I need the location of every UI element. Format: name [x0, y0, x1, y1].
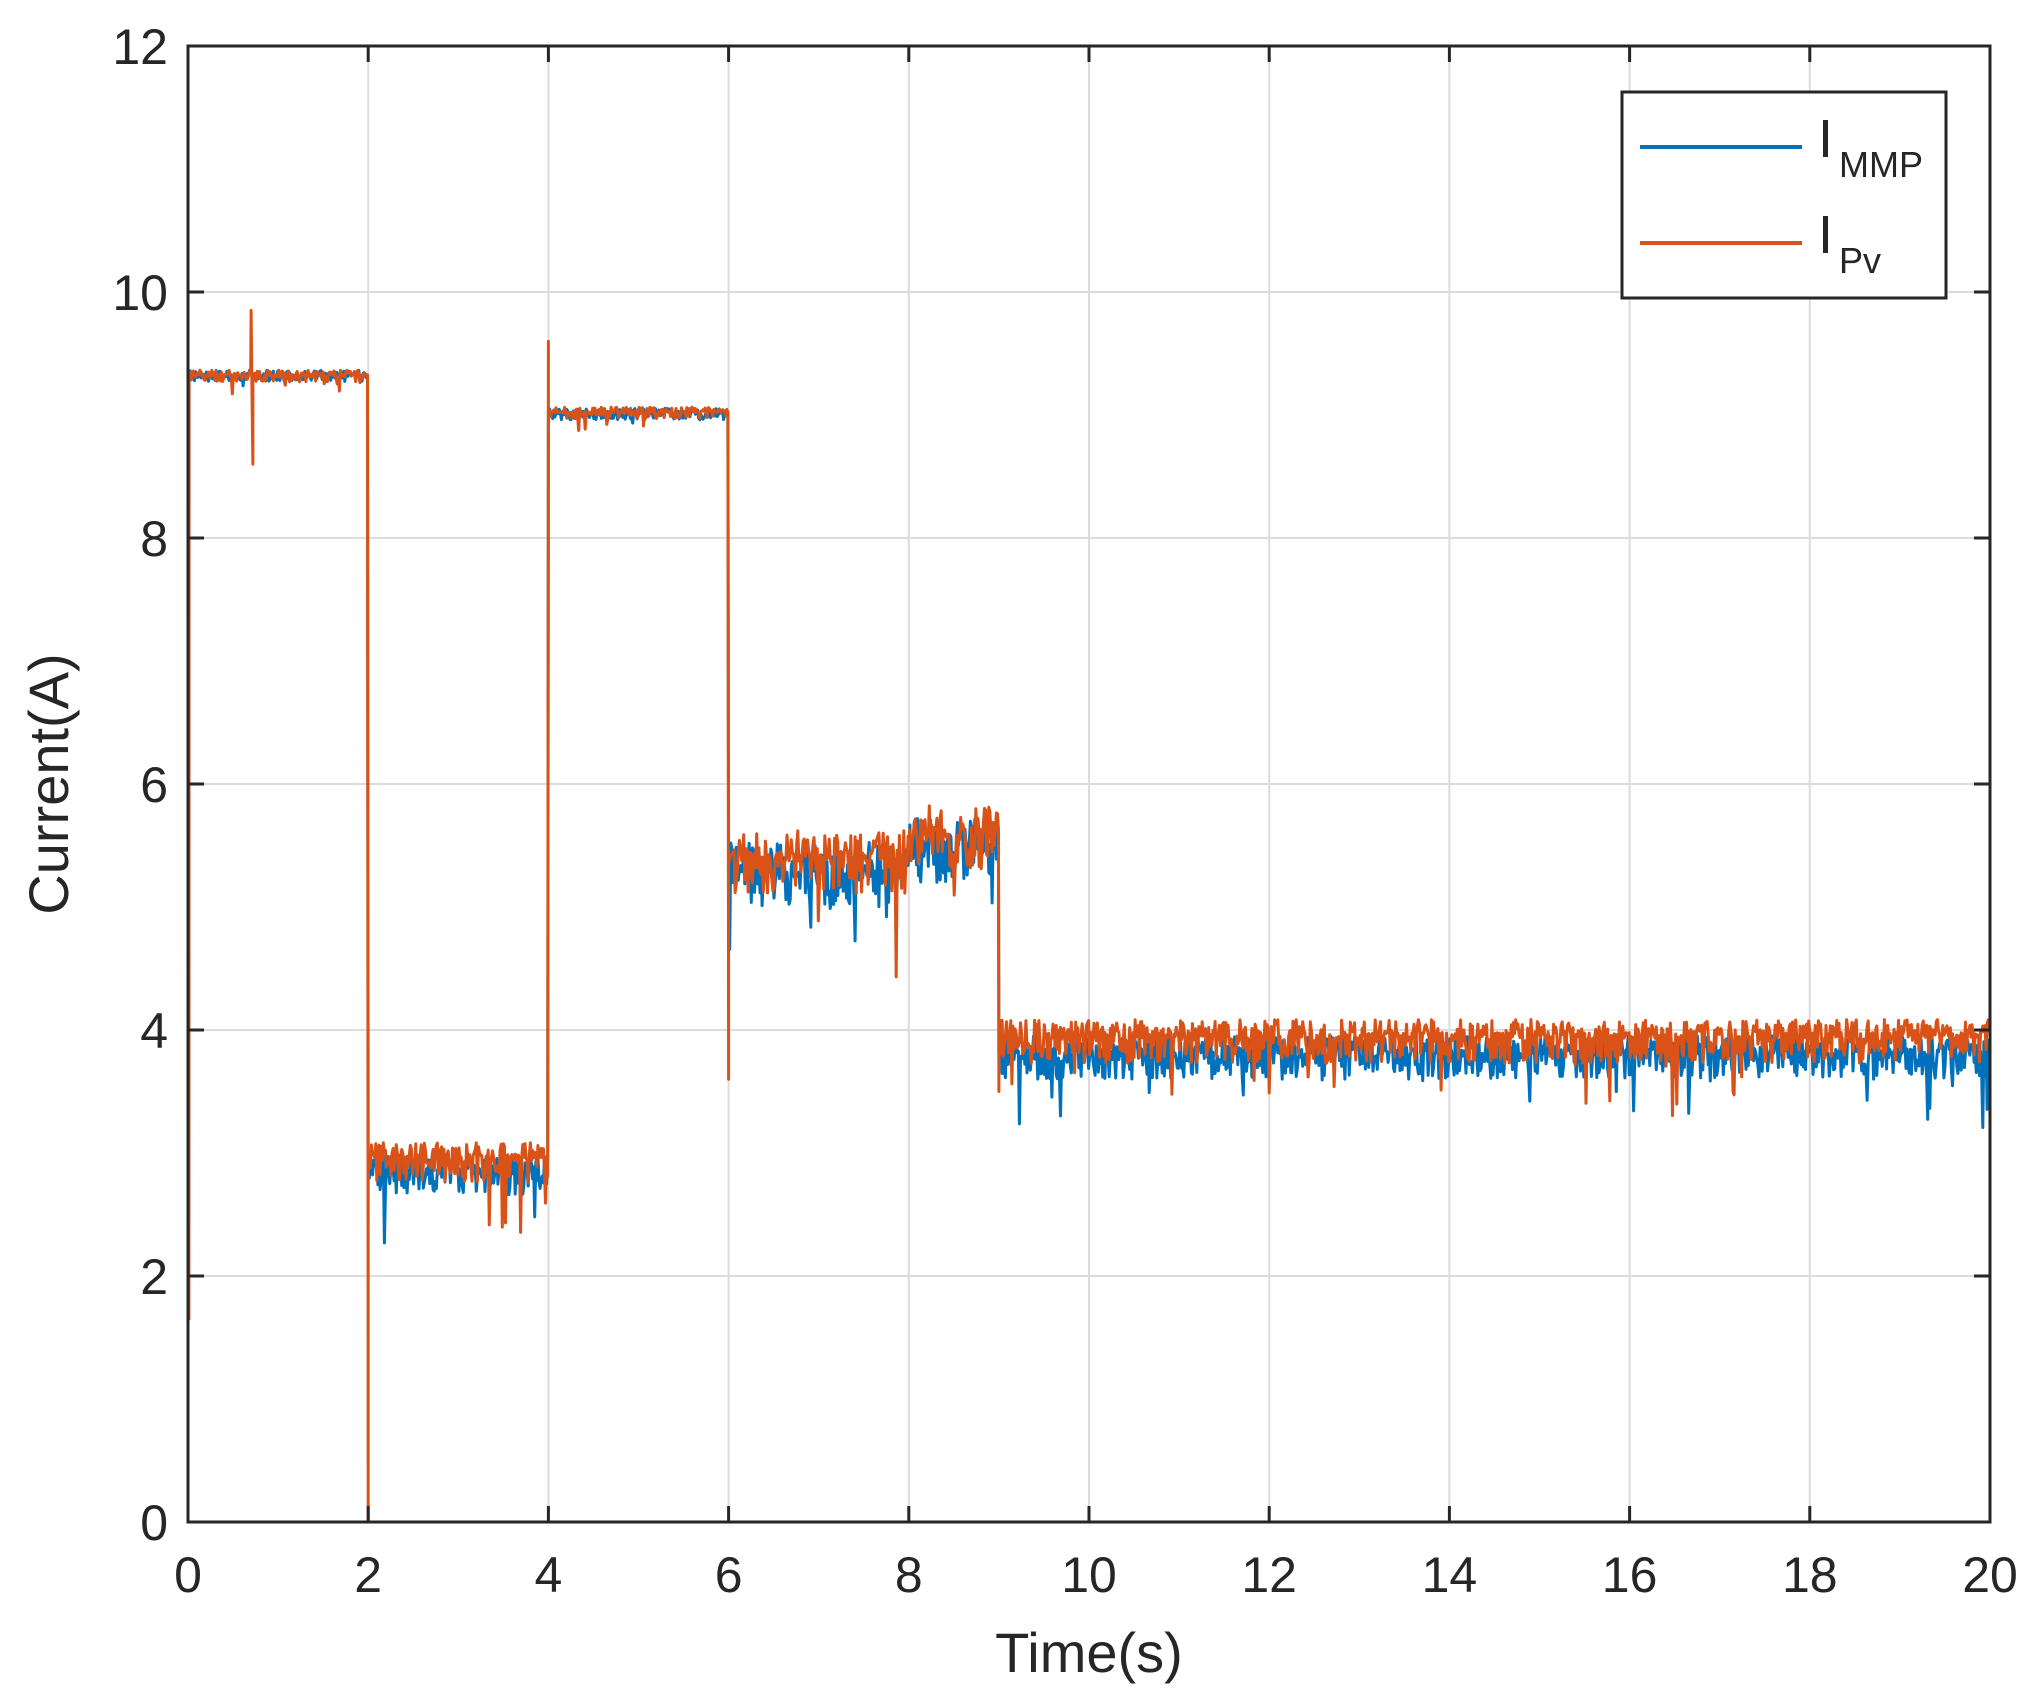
legend: I MMP I Pv: [1620, 90, 1948, 300]
series-layer: [186, 279, 1992, 1524]
legend-entry-immp: I MMP: [1818, 109, 1923, 185]
y-tick-label: 2: [140, 1249, 168, 1305]
legend-entry-ipv-sub: Pv: [1839, 240, 1881, 281]
legend-box: [1620, 90, 1948, 300]
legend-entry-immp-sub: MMP: [1839, 144, 1923, 185]
series-line-ipv: [186, 279, 1992, 1524]
x-tick-label: 8: [895, 1547, 923, 1603]
y-tick-label: 0: [140, 1495, 168, 1551]
legend-entry-ipv: I Pv: [1818, 205, 1881, 281]
x-tick-label: 20: [1962, 1547, 2018, 1603]
x-axis-label: Time(s): [995, 1621, 1183, 1684]
x-tick-label: 4: [534, 1547, 562, 1603]
x-tick-label: 12: [1241, 1547, 1297, 1603]
x-tick-label: 6: [715, 1547, 743, 1603]
legend-entry-immp-name: I: [1818, 109, 1833, 169]
y-tick-label: 8: [140, 511, 168, 567]
x-tick-label: 10: [1061, 1547, 1117, 1603]
y-tick-label: 10: [112, 265, 168, 321]
y-axis-label: Current(A): [17, 653, 80, 914]
axis-ticks: [186, 44, 1992, 1524]
x-tick-label: 16: [1602, 1547, 1658, 1603]
y-tick-label: 6: [140, 757, 168, 813]
x-tick-label: 0: [174, 1547, 202, 1603]
legend-entry-ipv-name: I: [1818, 205, 1833, 265]
x-tick-label: 2: [354, 1547, 382, 1603]
y-tick-label: 12: [112, 19, 168, 75]
y-tick-label: 4: [140, 1003, 168, 1059]
x-tick-label: 18: [1782, 1547, 1838, 1603]
x-tick-label: 14: [1422, 1547, 1478, 1603]
